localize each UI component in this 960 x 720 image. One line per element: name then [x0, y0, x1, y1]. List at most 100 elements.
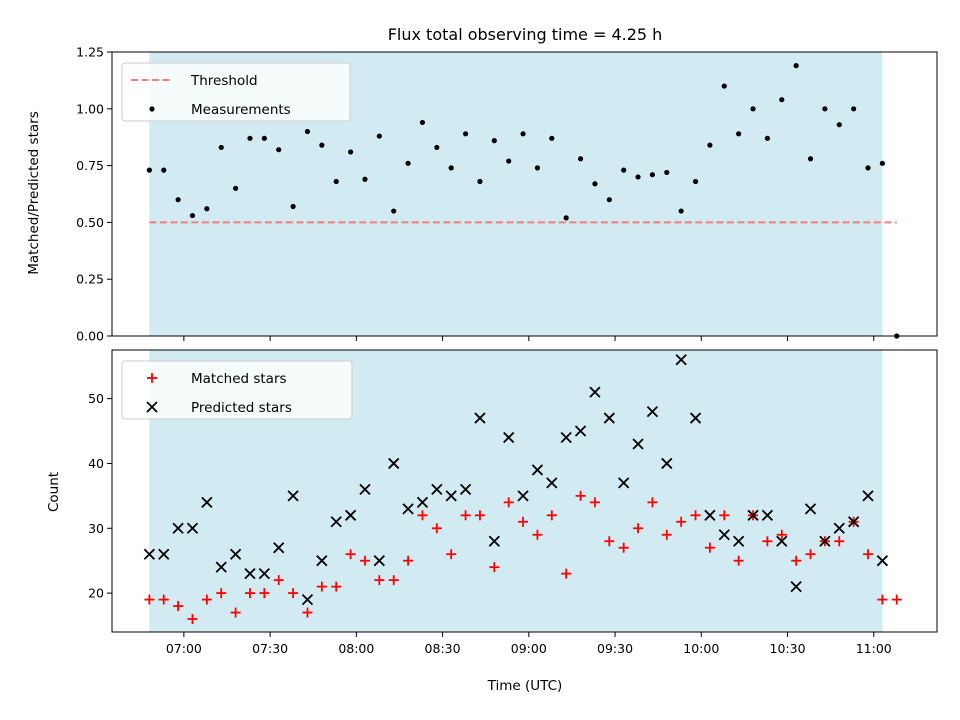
y-tick-label: 0.00	[76, 329, 104, 344]
predicted-star-marker	[718, 529, 730, 541]
marker-stroke	[273, 542, 285, 554]
x-tick-label: 07:30	[252, 641, 288, 656]
measurement-point	[678, 208, 684, 214]
measurement-point	[621, 167, 627, 173]
top-chart-title: Flux total observing time = 4.25 h	[388, 25, 663, 44]
matched-star-marker	[503, 497, 514, 508]
marker-stroke	[258, 568, 270, 580]
marker-stroke	[704, 509, 716, 521]
marker-stroke	[287, 490, 299, 502]
predicted-star-marker	[790, 580, 802, 593]
measurement-point	[721, 83, 727, 89]
marker-stroke	[531, 464, 544, 476]
matched-star-marker	[661, 529, 672, 540]
marker-stroke	[804, 503, 817, 515]
matched-star-marker	[733, 555, 744, 566]
predicted-star-marker	[258, 568, 270, 580]
marker-stroke	[146, 401, 158, 413]
legend-predicted-swatch	[146, 401, 158, 413]
bottom-panel: 20 30 40 50 07:00 07:30 08:00 08:30 09:00 09:30 10…	[46, 349, 938, 694]
marker-stroke	[301, 593, 314, 606]
matched-star-marker	[489, 562, 500, 573]
predicted-star-marker	[503, 431, 515, 444]
predicted-star-marker	[819, 535, 831, 547]
bottom-axes-frame	[111, 349, 938, 633]
bottom-legend: Matched stars Predicted stars	[121, 360, 353, 420]
marker-stroke	[143, 548, 156, 560]
matched-star-marker	[158, 594, 169, 605]
measurement-point	[635, 174, 641, 180]
predicted-star-marker	[646, 405, 659, 418]
predicted-star-marker	[733, 535, 745, 547]
marker-stroke	[646, 405, 659, 418]
predicted-star-marker	[848, 516, 860, 528]
predicted-star-marker	[776, 535, 788, 547]
matched-star-marker	[460, 510, 471, 521]
predicted-star-marker	[546, 477, 558, 489]
marker-stroke	[172, 522, 184, 534]
matched-star-marker	[431, 523, 442, 534]
measurement-point	[779, 97, 785, 103]
measurement-point	[405, 160, 411, 166]
predicted-star-marker	[158, 548, 170, 560]
marker-stroke	[229, 548, 242, 560]
measurement-point	[189, 212, 196, 219]
matched-star-marker	[316, 581, 327, 592]
matched-star-marker	[403, 555, 414, 566]
matched-star-marker	[676, 516, 687, 527]
y-tick-label: 0.75	[76, 158, 104, 173]
predicted-star-marker	[244, 568, 256, 580]
matched-star-marker	[230, 607, 241, 618]
marker-stroke	[330, 516, 342, 528]
predicted-star-marker	[804, 503, 817, 515]
marker-stroke	[661, 457, 673, 470]
matched-star-marker	[589, 497, 600, 508]
predicted-star-marker	[876, 555, 889, 567]
x-tick-label: 08:30	[425, 641, 461, 656]
matched-star-marker	[647, 497, 658, 508]
matched-star-marker	[273, 575, 284, 586]
measurement-point	[362, 176, 368, 182]
marker-stroke	[388, 457, 400, 470]
marker-stroke	[244, 568, 256, 580]
measurement-point	[520, 131, 526, 137]
y-tick-label: 1.25	[76, 45, 104, 60]
matched-star-marker	[604, 536, 615, 547]
predicted-star-marker	[416, 496, 429, 508]
matched-star-marker	[288, 588, 299, 599]
y-tick-label: 1.00	[76, 101, 104, 116]
marker-stroke	[431, 483, 443, 496]
matched-star-marker	[201, 594, 212, 605]
matched-star-marker	[474, 510, 485, 521]
measurement-point	[290, 203, 296, 210]
measurement-point	[376, 133, 382, 139]
matched-star-marker	[805, 549, 816, 560]
y-tick-label: 50	[88, 391, 104, 406]
measurement-point	[477, 178, 483, 185]
matched-star-marker	[518, 516, 529, 527]
measurement-point	[836, 122, 842, 128]
marker-stroke	[560, 431, 572, 444]
marker-stroke	[459, 483, 472, 496]
matched-star-marker	[302, 607, 313, 618]
measurement-point	[736, 131, 742, 137]
measurement-point	[606, 197, 612, 203]
legend-box	[121, 62, 351, 122]
predicted-star-marker	[359, 483, 371, 496]
measurement-point	[347, 149, 354, 155]
predicted-star-marker	[273, 542, 285, 554]
matched-star-marker	[690, 510, 701, 521]
measurement-point	[462, 131, 469, 137]
predicted-star-marker	[632, 438, 644, 450]
predicted-star-marker	[833, 522, 845, 534]
matched-star-marker	[561, 568, 572, 579]
marker-stroke	[675, 354, 687, 366]
predicted-star-marker	[761, 509, 774, 521]
marker-stroke	[603, 412, 615, 424]
x-tick-label: 08:00	[338, 641, 374, 656]
marker-stroke	[632, 438, 644, 450]
matched-star-marker	[345, 549, 356, 560]
measurement-point	[649, 172, 656, 178]
top-panel: Flux total observing time = 4.25 h 0.00 0…	[26, 25, 938, 344]
y-tick-label: 30	[88, 521, 104, 536]
